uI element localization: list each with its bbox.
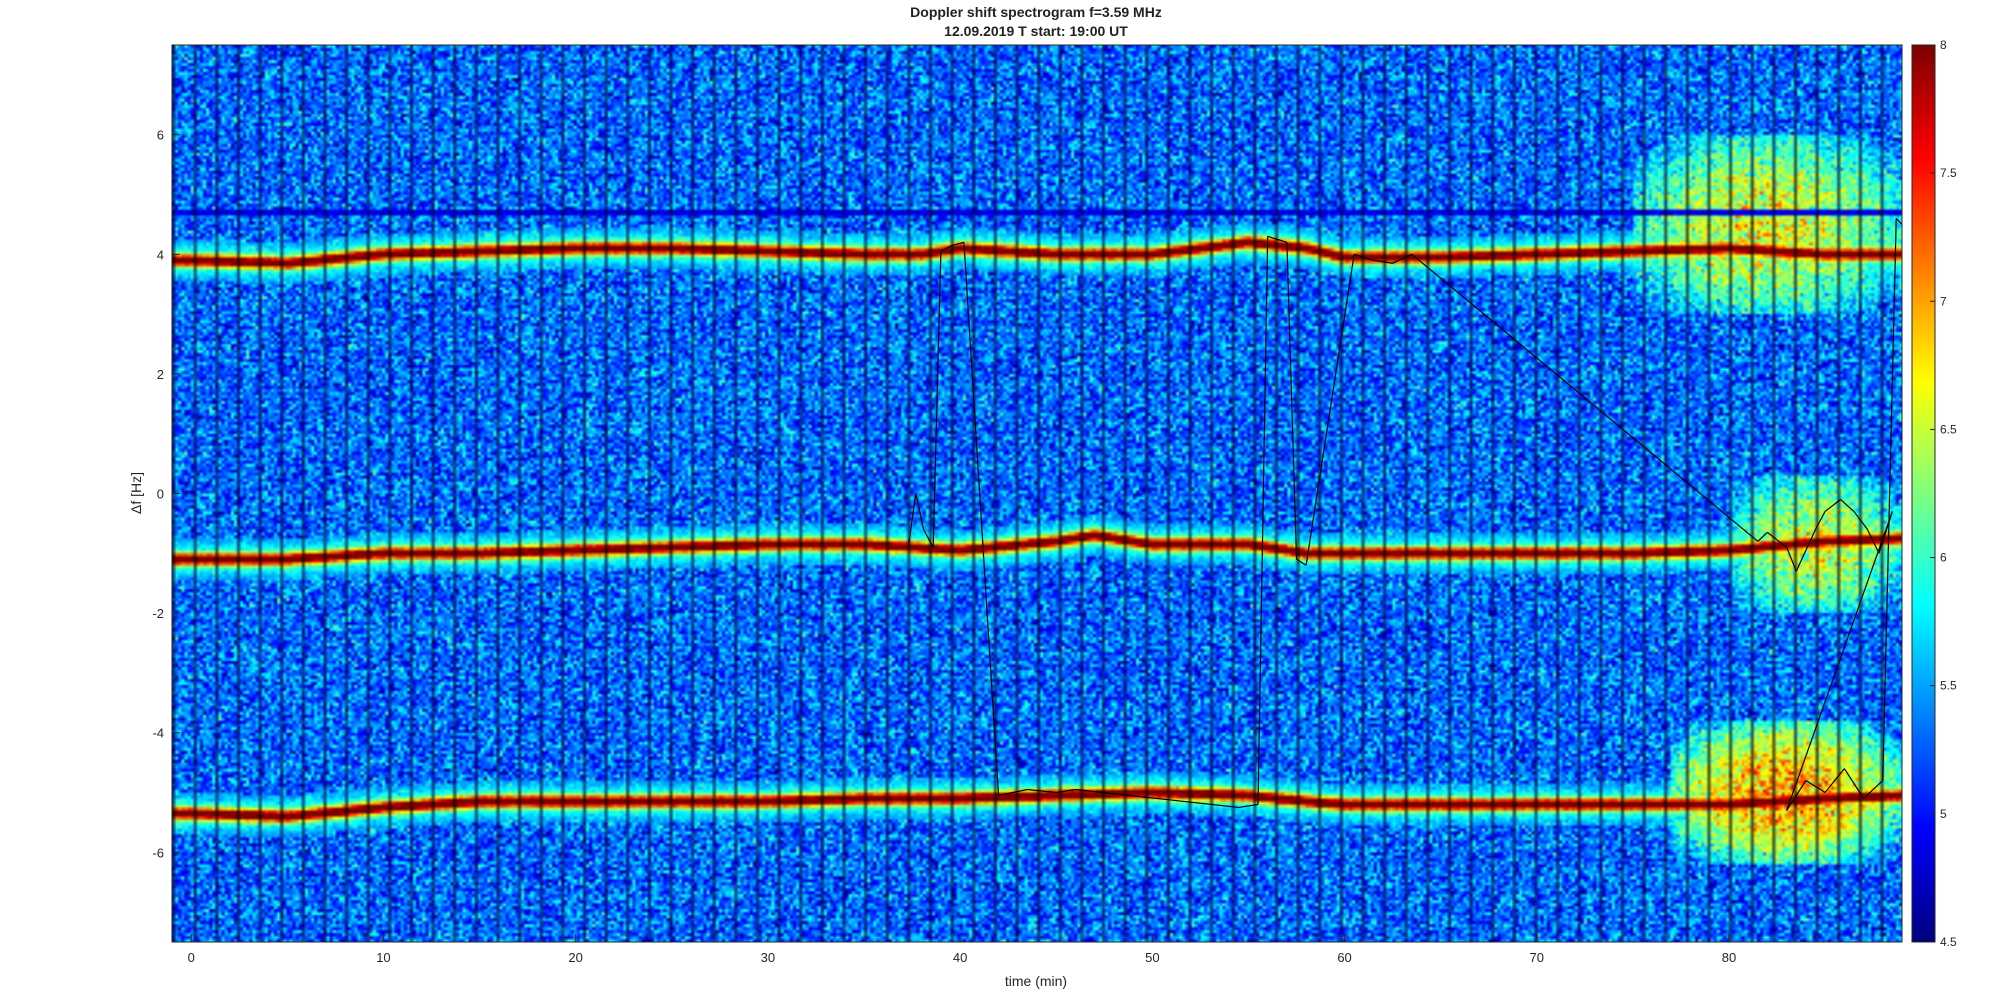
overlay-line-segment: [1238, 803, 1259, 809]
colorbar-tick-label: 5.5: [1940, 679, 1957, 693]
plot-area: [171, 44, 1903, 943]
overlay-line-segment: [1286, 242, 1298, 560]
colorbar-tick-label: 7: [1940, 294, 1947, 308]
overlay-line-segment: [1373, 259, 1393, 264]
y-tick-label: 0: [157, 487, 164, 502]
x-tick-label: 60: [1337, 950, 1351, 965]
y-tick-label: 6: [157, 128, 164, 143]
overlay-line-segment: [1757, 531, 1768, 542]
x-tick-label: 30: [761, 950, 775, 965]
colorbar-tick-label: 7.5: [1940, 166, 1957, 180]
overlay-line-segment: [1786, 547, 1797, 572]
overlay-line-segment: [1392, 253, 1413, 264]
x-axis-label: time (min): [1005, 973, 1067, 989]
colorbar-tick-label: 5: [1940, 807, 1947, 821]
x-axis: 0 10 20 30 40 50 60 70 80: [188, 934, 1736, 965]
overlay-line-segment: [1882, 218, 1897, 781]
overlay-line-segment: [1840, 499, 1855, 512]
colorbar: 4.5 5 5.5 6 6.5 7 7.5 8: [1911, 38, 1957, 949]
overlay-line-segment: [1824, 499, 1841, 512]
y-tick-label: -2: [152, 606, 164, 621]
y-tick-label: 2: [157, 367, 164, 382]
overlay-line-segment: [907, 493, 917, 548]
overlay-line-segment: [1296, 558, 1307, 566]
colorbar-frame: [1911, 44, 1936, 943]
overlay-line-segment: [1895, 218, 1903, 225]
overlay-line-segment: [915, 493, 925, 530]
overlay-line-segment: [1267, 235, 1288, 243]
x-tick-label: 10: [376, 950, 390, 965]
chart-subtitle: 12.09.2019 T start: 19:00 UT: [944, 23, 1128, 39]
x-tick-label: 70: [1530, 950, 1544, 965]
overlay-line-segment: [1853, 511, 1868, 530]
overlay-line-segment: [1795, 529, 1817, 572]
x-tick-label: 20: [568, 950, 582, 965]
overlay-line-segment: [998, 788, 1028, 797]
y-axis-label: Δf [Hz]: [128, 472, 144, 514]
colorbar-gradient: [1912, 45, 1935, 942]
colorbar-tick-label: 6: [1940, 551, 1947, 565]
heatmap-image: [172, 45, 1902, 942]
overlay-line-segment: [1863, 780, 1884, 799]
overlay-line-segment: [1805, 780, 1826, 794]
x-tick-label: 50: [1145, 950, 1159, 965]
overlay-line-segment: [1767, 531, 1788, 548]
y-tick-label: -6: [152, 845, 164, 860]
overlay-layer: [907, 218, 1903, 811]
overlay-line-segment: [1824, 768, 1845, 793]
colorbar-tick-label: 8: [1940, 38, 1947, 52]
colorbar-ticks: 4.5 5 5.5 6 6.5 7 7.5 8: [1930, 38, 1957, 949]
overlay-line-segment: [1411, 253, 1759, 542]
y-tick-label: 4: [157, 247, 164, 262]
overlay-line-segment: [1814, 511, 1826, 530]
overlay-line-segment: [1027, 788, 1057, 794]
y-axis: -6 -4 -2 0 2 4 6: [152, 128, 180, 860]
overlay-line-segment: [1786, 511, 1893, 811]
y-tick-label: -4: [152, 726, 164, 741]
colorbar-tick-label: 4.5: [1940, 935, 1957, 949]
overlay-line-segment: [963, 242, 1000, 796]
x-tick-label: 40: [953, 950, 967, 965]
colorbar-tick-label: 6.5: [1940, 422, 1957, 436]
overlay-line-segment: [1843, 768, 1865, 799]
x-tick-label: 0: [188, 950, 195, 965]
overlay-line-segment: [1257, 236, 1269, 805]
overlay-line-segment: [1353, 253, 1374, 261]
overlay-line-segment: [1866, 529, 1880, 554]
overlay-line-segment: [932, 251, 942, 548]
overlay-line-segment: [940, 244, 953, 252]
overlay-line-segment: [1305, 254, 1355, 566]
overlay-line-segment: [1786, 780, 1807, 811]
overlay-line-segment: [923, 529, 934, 548]
overlay-line-segment: [1056, 788, 1076, 794]
x-tick-label: 80: [1722, 950, 1736, 965]
overlay-line-segment: [952, 241, 965, 246]
overlay-line-segment: [1075, 788, 1239, 809]
chart-title: Doppler shift spectrogram f=3.59 MHz: [910, 4, 1162, 20]
